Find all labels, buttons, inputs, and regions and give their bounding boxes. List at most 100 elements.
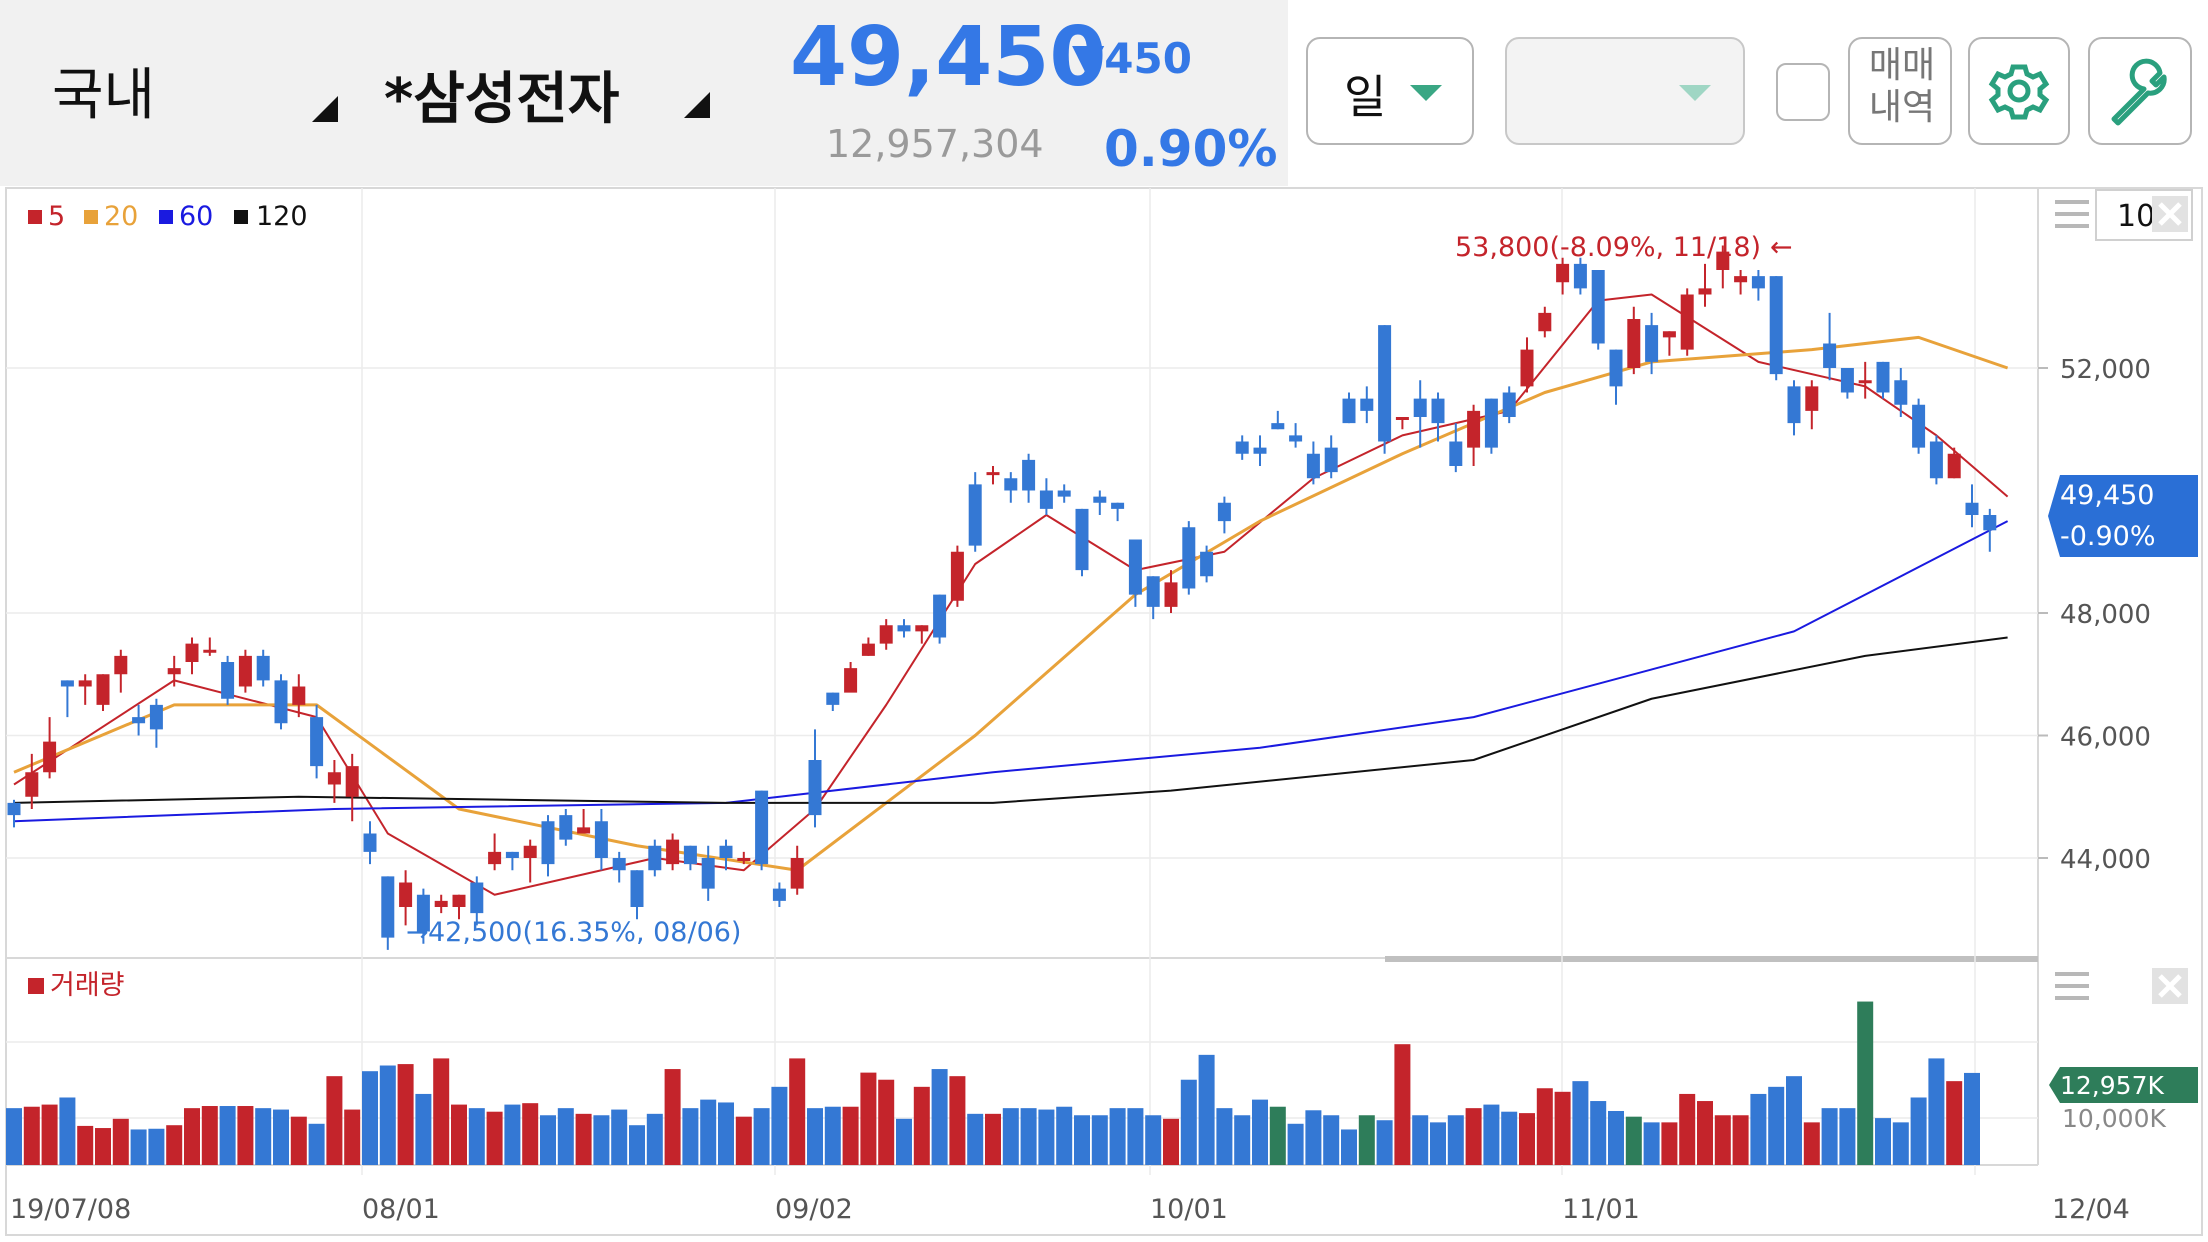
wrench-icon (2111, 58, 2167, 126)
candle-body (1645, 325, 1659, 362)
volume-bar (1358, 1115, 1375, 1165)
volume-bar (451, 1104, 467, 1165)
volume-bar (1002, 1108, 1019, 1165)
volume-bar (1376, 1120, 1393, 1165)
ma-120-line (13, 636, 2008, 804)
candle-body (541, 821, 555, 865)
y-tick-label: 46,000 (2060, 723, 2151, 753)
volume-bar (59, 1097, 76, 1165)
candle-body (43, 741, 57, 773)
candle-body (1591, 270, 1605, 344)
trade-history-line-2: 내역 (1868, 87, 1936, 128)
candle-body (1947, 453, 1961, 479)
volume-bar (1732, 1115, 1749, 1165)
volume-bar (967, 1113, 984, 1165)
volume-bar (913, 1086, 930, 1165)
chevron-down-icon (1410, 85, 1442, 101)
hamburger-icon[interactable] (2055, 200, 2089, 228)
volume-bar (433, 1058, 450, 1165)
candle-body (933, 594, 947, 638)
volume-bar (41, 1104, 58, 1165)
volume-bar (95, 1128, 111, 1165)
legend-5: 5 (48, 201, 65, 232)
period-select[interactable]: 일 (1306, 37, 1474, 145)
candle-body (1520, 349, 1534, 387)
candle-body (1235, 441, 1249, 454)
stock-dropdown-icon[interactable] (684, 92, 710, 118)
candle-body (577, 827, 591, 834)
market-selector[interactable]: 국내 (52, 63, 156, 128)
volume-bar (1163, 1118, 1179, 1165)
volume-bar (771, 1086, 788, 1165)
candle-body (1983, 515, 1997, 531)
candle-body (915, 625, 929, 632)
candle-body (7, 802, 21, 816)
settings-button[interactable] (1968, 37, 2070, 145)
volume-bar (23, 1106, 40, 1165)
x-tick-label: 09/02 (775, 1194, 853, 1225)
candle-body (114, 655, 128, 675)
candle-body (381, 876, 395, 938)
candle-body (630, 870, 644, 907)
candle-body (96, 674, 110, 705)
trade-history-button[interactable]: 매매 내역 (1848, 37, 1952, 145)
candle-body (612, 858, 626, 871)
max-arrow-icon: ← (1770, 232, 1793, 263)
close-icon[interactable] (2152, 196, 2188, 232)
candle-body (772, 888, 786, 901)
volume-bar (290, 1116, 307, 1165)
volume-bar (415, 1093, 432, 1165)
period-label: 일 (1344, 70, 1387, 124)
volume-bar (255, 1108, 272, 1165)
candle-body (1093, 496, 1107, 503)
close-icon[interactable] (2152, 968, 2188, 1004)
volume-bar (1964, 1072, 1980, 1165)
candle-body (719, 845, 733, 858)
candle-body (185, 643, 199, 662)
volume-bar (1180, 1079, 1197, 1165)
volume-bar (1216, 1108, 1233, 1165)
market-dropdown-icon[interactable] (312, 96, 338, 122)
stock-name[interactable]: *삼성전자 (384, 67, 620, 132)
legend-swatch-120 (234, 210, 248, 224)
candle-body (1271, 423, 1285, 430)
x-tick-label: 12/04 (2052, 1194, 2130, 1225)
moving-averages (13, 293, 2009, 896)
volume-bar (1910, 1097, 1927, 1165)
candle-body (1111, 502, 1125, 509)
volume-bar (201, 1106, 218, 1165)
candle-body (1413, 398, 1427, 417)
current-rate-value: -0.90% (2060, 521, 2156, 552)
candle-body (1200, 551, 1214, 577)
trade-history-label: 매매 내역 (1864, 45, 1940, 129)
indicator-select[interactable] (1505, 37, 1745, 145)
candle-body (310, 717, 324, 767)
volume-bar (1875, 1118, 1891, 1165)
option-checkbox[interactable] (1776, 63, 1830, 121)
tools-button[interactable] (2088, 37, 2192, 145)
volume-bar (878, 1079, 895, 1165)
candle-body (808, 760, 822, 816)
volume-bar (1323, 1115, 1340, 1165)
ma-20-line (13, 335, 2009, 872)
candle-body (238, 655, 252, 687)
volume-bar (611, 1109, 628, 1165)
candle-body (523, 845, 537, 858)
candle-body (1787, 386, 1801, 424)
candle-body (1022, 459, 1036, 491)
volume-bar (1536, 1088, 1553, 1165)
volume-bar (1465, 1108, 1482, 1165)
hamburger-icon[interactable] (2055, 972, 2089, 1000)
candle-body (1734, 276, 1748, 283)
candle-body (1449, 441, 1463, 466)
volume-bar (1287, 1123, 1304, 1165)
candle-body (826, 692, 840, 705)
candle-body (594, 821, 608, 858)
current-price-tag (2048, 475, 2198, 557)
volume-bar (362, 1071, 378, 1165)
volume-bar (1091, 1115, 1108, 1165)
volume-bar (700, 1099, 717, 1165)
volume-bar (629, 1125, 645, 1165)
candle-body (968, 484, 982, 546)
